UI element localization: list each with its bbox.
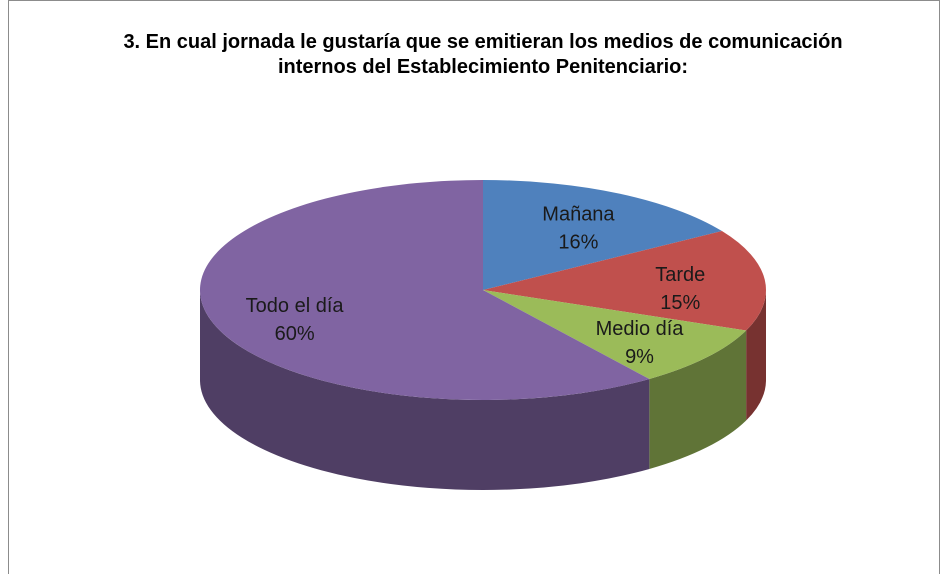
data-label-value: 9% <box>625 346 654 368</box>
data-label-category: Mañana <box>542 204 615 226</box>
data-label: Medio día 9% <box>596 318 685 368</box>
data-label-category: Todo el día <box>246 295 345 317</box>
slice <box>483 231 767 331</box>
slice <box>483 180 722 290</box>
data-label-value: 16% <box>558 232 598 254</box>
data-label-value: 60% <box>275 323 315 345</box>
slice <box>483 290 747 379</box>
data-label: Tarde 15% <box>655 264 705 314</box>
slice-side <box>199 290 650 490</box>
data-label: Mañana 16% <box>542 204 615 254</box>
slice <box>199 180 650 400</box>
data-label-value: 15% <box>660 292 700 314</box>
data-label-category: Tarde <box>655 264 705 286</box>
data-label: Todo el día 60% <box>246 295 345 345</box>
slice-side <box>746 290 766 421</box>
slice-side <box>649 330 747 469</box>
data-label-category: Medio día <box>596 318 685 340</box>
chart-title: 3. En cual jornada le gustaría que se em… <box>123 31 843 78</box>
